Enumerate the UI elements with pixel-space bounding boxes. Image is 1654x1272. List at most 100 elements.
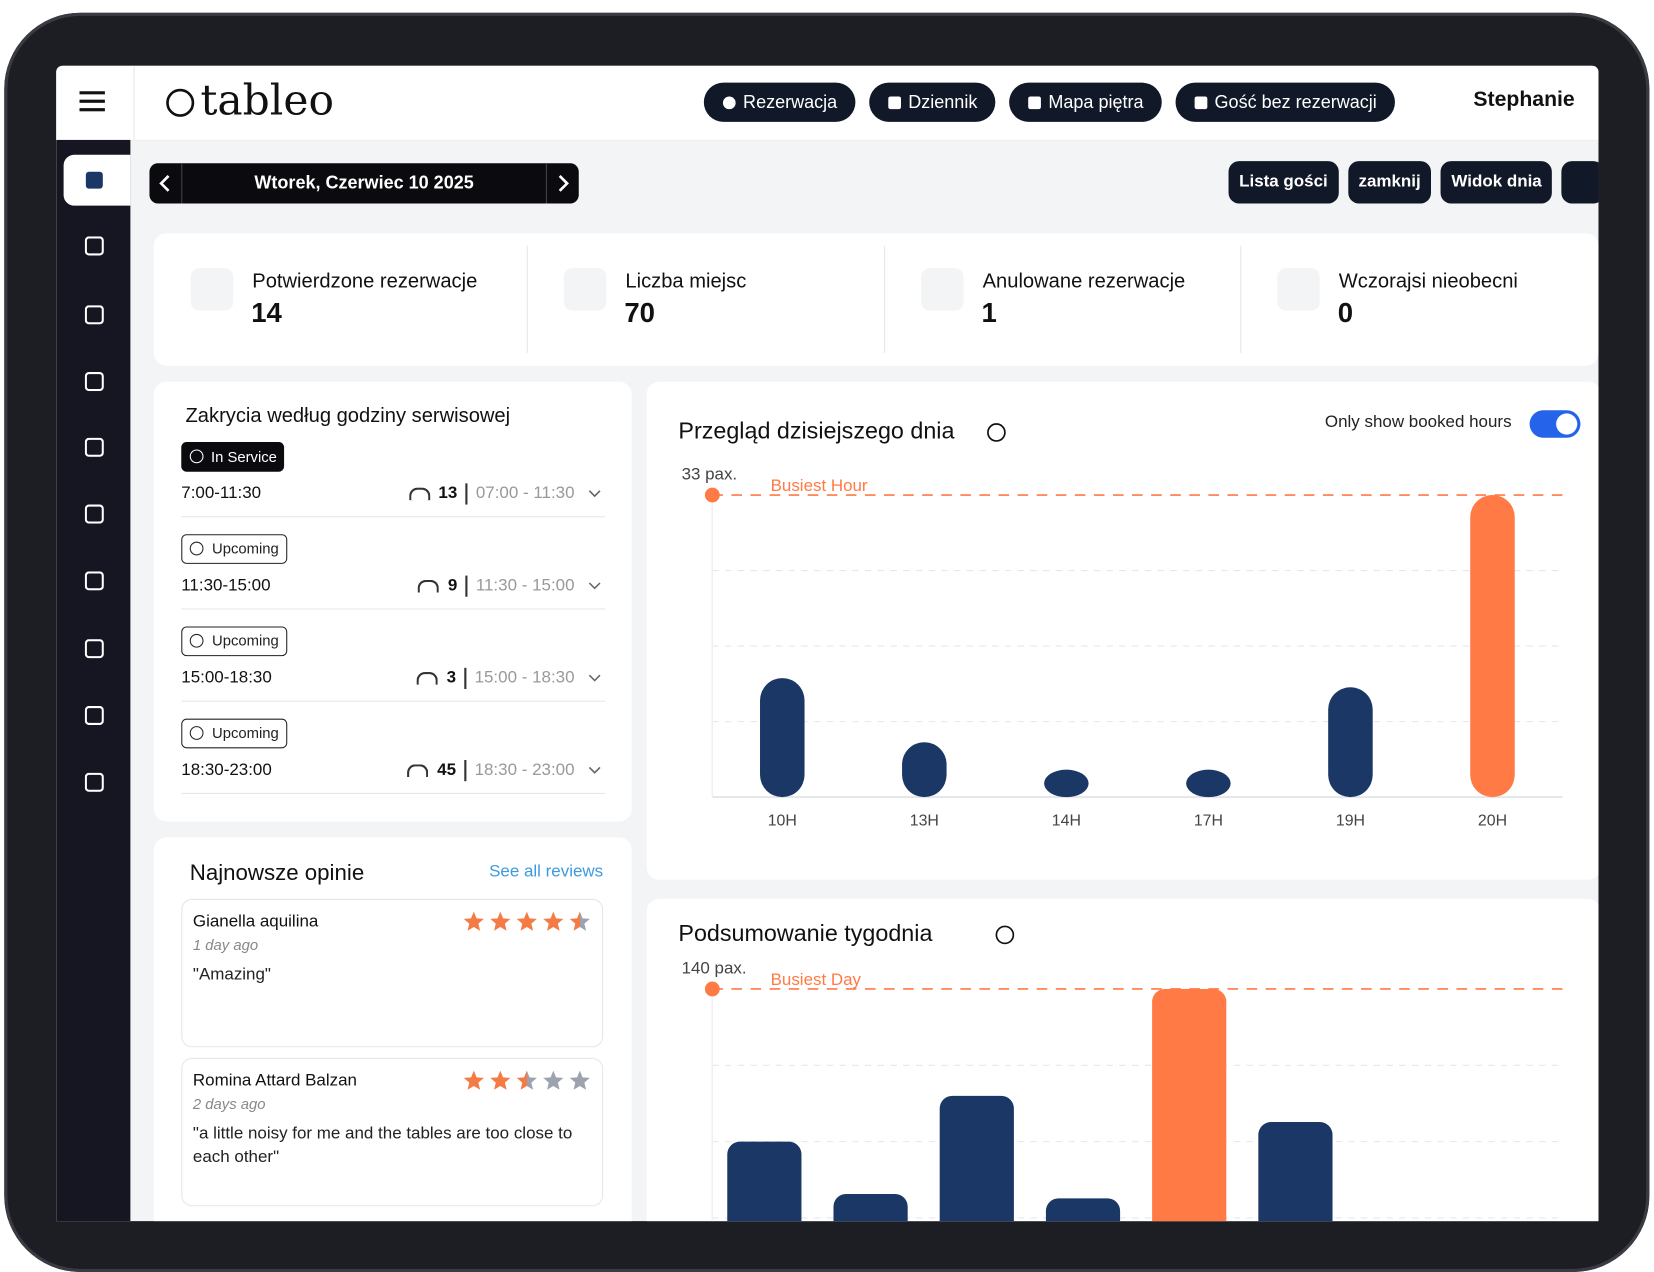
star [516,1070,537,1090]
daily-chart: Przegląd dzisiejszego dnia 33 pax. Busiest… [678,418,1563,830]
pax-count: 3 [446,668,457,687]
annotation: Busiest Day [771,970,862,989]
date-label: Wtorek, Czerwiec 10 2025 [181,163,547,204]
bar [727,1141,802,1222]
icon-shape [84,772,104,792]
star [543,1070,564,1090]
divider [1240,245,1242,353]
chevron-shape [588,766,601,774]
header-button[interactable]: Gość bez rezerwacji [1175,82,1395,122]
chevron [588,582,601,590]
icon-shape [1028,95,1041,109]
star [490,911,511,931]
pax-icon [418,579,440,593]
x-tick-label: 13H [910,813,939,830]
service-row: 13 07:00 - 11:30 [408,483,602,505]
bar [1044,769,1089,798]
stat-label: Liczba miejsc [625,270,747,293]
print-button[interactable] [1561,161,1599,204]
nav-icon [84,305,104,325]
stat-label: Anulowane rezerwacje [982,270,1186,293]
star [463,1070,484,1090]
chevron-shape [588,582,601,590]
star [543,911,564,931]
bar [1328,687,1373,798]
separator [181,608,606,610]
x-tick-label: 20H [1478,813,1507,830]
toggle[interactable] [1529,409,1582,439]
chevron [588,766,601,774]
icon-shape [722,95,736,109]
icon-shape [85,171,103,189]
bar [833,1193,908,1222]
reviews-title: Najnowsze opinie [189,860,365,886]
bar [1152,988,1227,1222]
rating-stars [463,911,590,931]
divider [465,483,468,505]
rating-stars [463,1070,590,1090]
star [490,1070,511,1090]
status-icon [189,726,204,740]
pax-count: 13 [438,484,458,503]
time-range: 11:30 - 15:00 [475,576,575,595]
separator [181,792,606,794]
nav-icon [84,372,104,392]
button-label: Mapa piętra [1048,91,1144,112]
icon-shape [84,504,104,524]
tick-dot [704,487,720,503]
status-icon [189,541,204,556]
divider [464,667,467,689]
services-card: Zakrycia według godziny serwisowej In Se… [153,381,632,822]
stat-icon [563,268,607,311]
nav-icon [84,571,104,591]
x-tick-label: 19H [1336,813,1365,830]
pax-count: 9 [447,576,458,595]
nav-icon [85,171,103,189]
reviews-card: Najnowsze opinie See all reviews Gianell… [153,837,632,1222]
see-all-link[interactable]: See all reviews [489,862,604,881]
bar [1186,769,1231,798]
user-name[interactable]: Stephanie [1473,87,1575,112]
header-button[interactable]: Mapa piętra [1009,82,1162,122]
tick-dot [704,981,720,997]
star [516,911,537,931]
service-name: 11:30-15:00 [181,576,271,595]
service-name: 18:30-23:00 [181,761,272,780]
button-label: Dziennik [908,91,978,112]
divider [526,245,528,353]
divider [464,760,467,782]
chevron [588,490,601,498]
menu-icon[interactable] [79,91,105,112]
prev-day[interactable] [149,163,181,203]
icon-shape [888,95,901,109]
help-icon [987,423,1006,442]
nav-icon [84,437,104,457]
stat-label: Wczorajsi nieobecni [1338,270,1518,293]
action-button[interactable]: Lista gości [1228,161,1339,204]
stat-icon [190,268,234,311]
icon-shape [84,437,104,457]
next-day[interactable] [547,163,579,203]
status-badge: Upcoming [181,534,288,564]
screen: tableo Rezerwacja Dziennik Mapa piętra Gość… [56,65,1599,1222]
date-bar: Wtorek, Czerwiec 10 2025 [149,163,579,204]
header-button[interactable]: Dziennik [869,82,996,122]
stat-value: 1 [981,296,997,329]
action-buttons: Lista gości zamknij Widok dnia [1228,161,1599,204]
x-tick-label: 17H [1194,813,1223,830]
service-row: 9 11:30 - 15:00 [418,575,602,597]
pax-icon [416,672,439,685]
stat-value: 0 [1337,296,1354,329]
button-label: Rezerwacja [743,91,838,112]
divider [465,575,468,597]
action-button[interactable]: Widok dnia [1440,161,1553,204]
stat-value: 70 [624,296,655,329]
top-bar: tableo Rezerwacja Dziennik Mapa piętra Gość… [56,65,1599,141]
service-row: 3 15:00 - 18:30 [416,667,602,689]
header-button[interactable]: Rezerwacja [703,82,856,122]
icon-shape [84,705,104,726]
action-button[interactable]: zamknij [1347,161,1432,204]
review-time: 2 days ago [192,1094,266,1112]
bar [1470,495,1515,798]
review-text: "a little noisy for me and the tables ar… [192,1124,573,1166]
